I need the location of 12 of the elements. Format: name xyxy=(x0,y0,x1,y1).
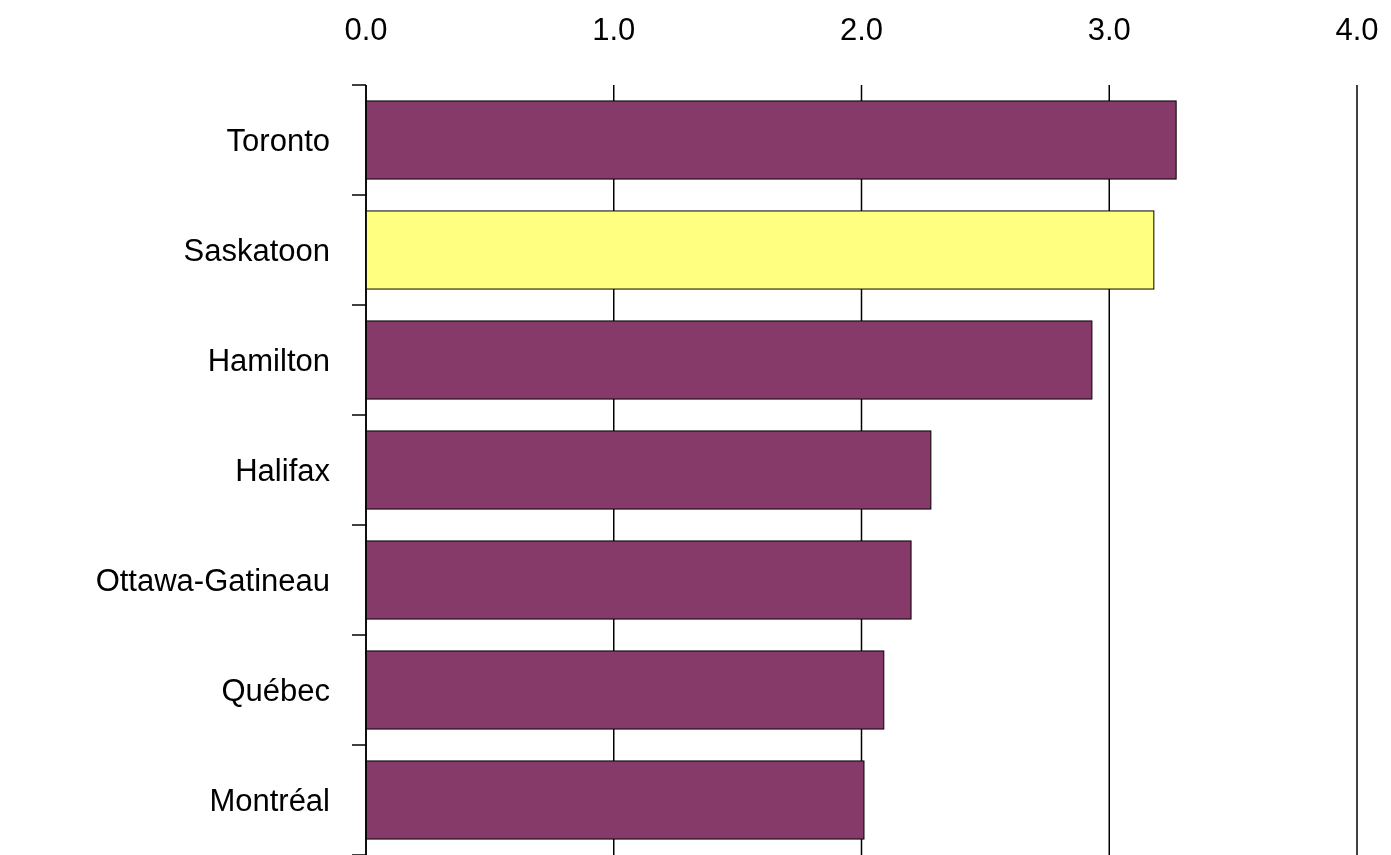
y-tick-label: Montréal xyxy=(209,782,330,818)
y-tick-label: Hamilton xyxy=(207,342,330,378)
y-tick-label: Halifax xyxy=(235,452,331,488)
y-tick-label: Québec xyxy=(221,672,330,708)
y-tick-label: Ottawa-Gatineau xyxy=(95,562,330,598)
y-tick-label: Saskatoon xyxy=(183,232,330,268)
x-tick-label: 0.0 xyxy=(344,12,388,47)
x-tick-label: 1.0 xyxy=(592,12,636,47)
y-tick-label: Toronto xyxy=(226,122,330,158)
x-tick-label: 3.0 xyxy=(1087,12,1131,47)
x-tick-label: 4.0 xyxy=(1335,12,1379,47)
x-tick-label: 2.0 xyxy=(839,12,884,47)
